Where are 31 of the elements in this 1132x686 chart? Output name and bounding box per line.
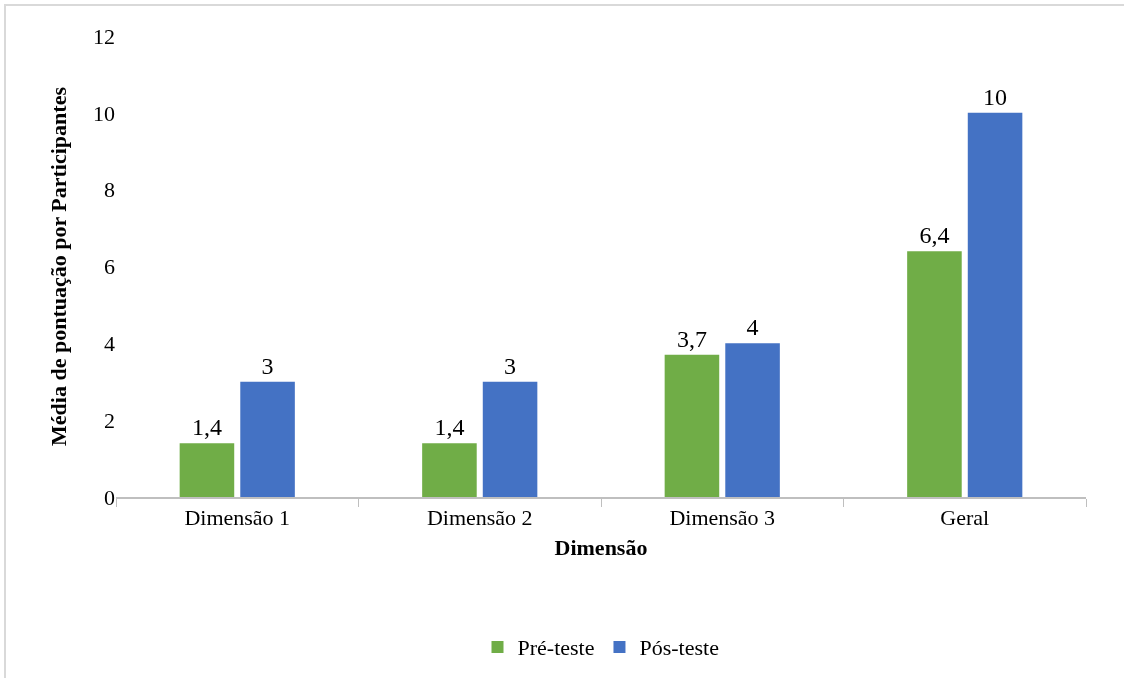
y-tick-label: 12: [93, 23, 115, 49]
bar: [422, 443, 477, 497]
x-tick-label: Dimensão 2: [426, 505, 533, 531]
y-tick-label: 4: [104, 331, 115, 357]
y-tick-label: 6: [104, 254, 115, 280]
y-tick-label: 0: [104, 484, 115, 510]
bar: [664, 354, 720, 497]
bar: [482, 381, 538, 497]
x-tick-label: Geral: [940, 505, 990, 531]
data-label: 3: [504, 352, 517, 379]
data-label: 1,4: [434, 414, 465, 441]
bar: [179, 443, 235, 497]
bar: [725, 343, 780, 497]
data-label: 6,4: [919, 222, 950, 249]
bar: [907, 251, 962, 497]
y-tick-label: 2: [104, 407, 115, 433]
data-label: 3: [261, 352, 274, 379]
legend-label: Pré-teste: [517, 635, 595, 661]
legend-label: Pós-teste: [639, 635, 719, 661]
bar: [240, 381, 295, 497]
y-axis-title: Média de pontuação por Participantes: [45, 86, 71, 446]
x-tick-label: Dimensão 1: [184, 505, 291, 531]
data-label: 10: [983, 83, 1008, 110]
x-axis-title: Dimensão: [554, 534, 648, 560]
data-label: 1,4: [191, 414, 222, 441]
y-tick-label: 10: [93, 100, 115, 126]
bar: [967, 112, 1023, 497]
data-label: 3,7: [676, 325, 707, 352]
x-tick-label: Dimensão 3: [669, 505, 776, 531]
y-tick-label: 8: [104, 177, 115, 203]
data-label: 4: [746, 314, 759, 341]
